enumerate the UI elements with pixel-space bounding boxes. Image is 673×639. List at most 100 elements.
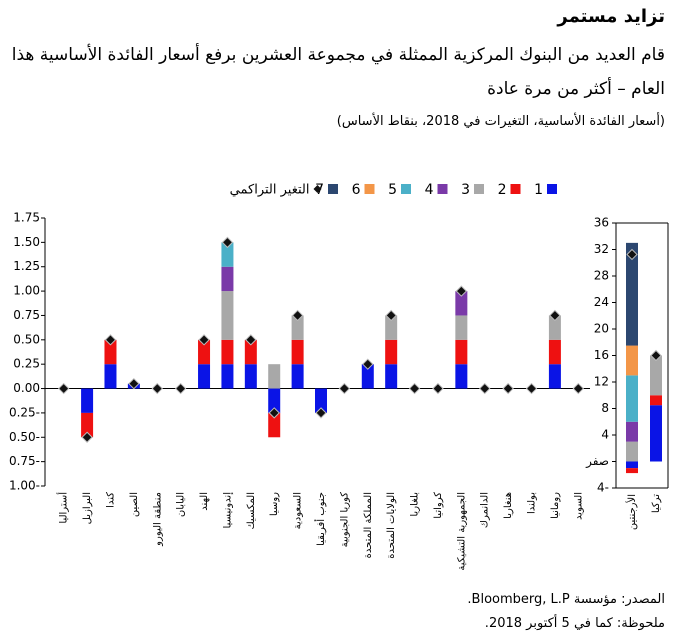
- bar-segment: [221, 339, 234, 365]
- y-tick-label: 28: [594, 269, 609, 283]
- cumulative-marker: [128, 377, 140, 390]
- bar-segment: [385, 364, 398, 389]
- cumulative-marker: [174, 382, 187, 395]
- bar-segment: [198, 364, 211, 389]
- cumulative-marker: [151, 382, 163, 395]
- legend-label: 3: [461, 182, 470, 198]
- x-tick-label: السعودية: [293, 492, 304, 529]
- x-tick-label: إندونيسيا: [222, 492, 233, 529]
- bar-segment: [548, 315, 561, 340]
- legend-label: التغير التراكمي: [230, 183, 310, 198]
- footnote: ملحوظة: كما في 5 أكتوبر 2018.: [484, 616, 665, 631]
- y-tick-label: 8: [601, 401, 609, 415]
- bar-segment: [455, 339, 468, 365]
- legend-swatch: [364, 184, 375, 194]
- bar-segment: [455, 364, 468, 389]
- x-tick-label: الأرجنتين: [625, 494, 638, 530]
- y-tick-label: 32: [594, 242, 609, 256]
- bar-segment: [626, 421, 638, 442]
- cumulative-marker: [549, 309, 561, 322]
- bar-segment: [650, 405, 662, 462]
- bar-segment: [361, 364, 374, 389]
- y-tick-label: 1.50: [13, 235, 40, 249]
- x-tick-label: كرواتيا: [433, 492, 444, 519]
- source: المصدر: مؤسسة Bloomberg, L.P.: [467, 592, 665, 607]
- bar-segment: [626, 468, 638, 474]
- cumulative-marker: [385, 309, 397, 322]
- cumulative-marker: [502, 382, 514, 395]
- cumulative-marker: [104, 334, 117, 346]
- y-tick-label: 0.50-: [9, 430, 40, 444]
- y-tick-label: 0.75-: [9, 454, 40, 468]
- x-tick-label: الجمهورية التشيكية: [456, 492, 467, 571]
- x-tick-label: الدانمرك: [480, 492, 491, 528]
- bar-segment: [626, 441, 638, 462]
- y-tick-label: 0.00: [13, 381, 40, 395]
- cumulative-marker: [362, 358, 374, 370]
- legend-swatch: [401, 184, 411, 194]
- bar-segment: [291, 364, 304, 389]
- x-tick-label: بلغاريا: [410, 492, 421, 517]
- y-tick-label: 4: [601, 428, 609, 442]
- cumulative-marker: [245, 334, 257, 346]
- bar-segment: [268, 364, 281, 389]
- x-tick-label: تركيا: [651, 494, 662, 513]
- cumulative-marker: [626, 248, 638, 261]
- bar-segment: [315, 388, 327, 413]
- x-tick-label: بولندا: [527, 492, 538, 514]
- cumulative-marker: [221, 236, 234, 249]
- y-tick-label: صفر: [585, 454, 609, 469]
- legend-marker: [313, 185, 322, 193]
- bar-segment: [548, 339, 561, 365]
- legend-label: 5: [388, 182, 397, 198]
- bar-segment: [455, 315, 468, 340]
- y-tick-label: 1.75: [13, 211, 40, 225]
- bar-segment: [385, 339, 398, 365]
- y-tick-label: 20: [594, 322, 609, 336]
- bar-segment: [244, 364, 257, 389]
- cumulative-marker: [525, 382, 538, 395]
- cumulative-marker: [432, 382, 444, 395]
- cumulative-marker: [198, 334, 210, 346]
- bar-segment: [626, 461, 638, 469]
- x-tick-label: البرازيل: [82, 492, 93, 524]
- y-tick-label: 1.00-: [9, 479, 40, 493]
- cumulative-marker: [572, 382, 585, 395]
- x-tick-label: روسيا: [269, 492, 280, 516]
- bar-segment: [104, 339, 117, 365]
- bar-segment: [455, 291, 468, 316]
- bar-segment: [81, 388, 94, 413]
- bar-segment: [291, 315, 304, 340]
- bar-segment: [221, 364, 234, 389]
- cumulative-marker: [57, 382, 70, 395]
- bar-segment: [626, 242, 638, 346]
- bar-segment: [221, 242, 234, 267]
- bar-segment: [104, 364, 117, 389]
- x-tick-label: هنغاريا: [503, 492, 514, 519]
- x-tick-label: المكسيك: [246, 492, 257, 530]
- chart: 1.00- 0.75- 0.50- 0.25- 0.00 0.25 0.50 0.75 1.00…: [9, 182, 669, 571]
- x-tick-label: جنوب أفريقيا: [314, 492, 327, 546]
- bar-segment: [81, 412, 94, 438]
- cumulative-marker: [291, 309, 304, 322]
- x-tick-label: منطقة اليورو: [152, 492, 163, 547]
- y-tick-label: 0.50: [13, 332, 40, 346]
- x-tick-label: السويد: [573, 492, 584, 520]
- x-tick-label: أستراليا: [57, 492, 70, 524]
- x-tick-label: اليابان: [176, 492, 187, 517]
- x-tick-label: رومانيا: [550, 492, 561, 519]
- bar-segment: [626, 375, 638, 422]
- bar-segment: [385, 315, 398, 340]
- bar-segment: [221, 266, 234, 292]
- legend-swatch: [547, 184, 557, 194]
- y-tick-label: 0.25: [13, 357, 40, 371]
- units-note: (أسعار الفائدة الأساسية، التغيرات في 201…: [336, 114, 665, 129]
- x-tick-label: الهند: [199, 492, 210, 511]
- cumulative-marker: [650, 349, 662, 362]
- y-tick-label: 16: [594, 348, 609, 362]
- y-tick-label: 1.00: [13, 284, 40, 298]
- cumulative-marker: [455, 285, 468, 297]
- legend-swatch: [474, 184, 484, 194]
- cumulative-marker: [479, 382, 491, 395]
